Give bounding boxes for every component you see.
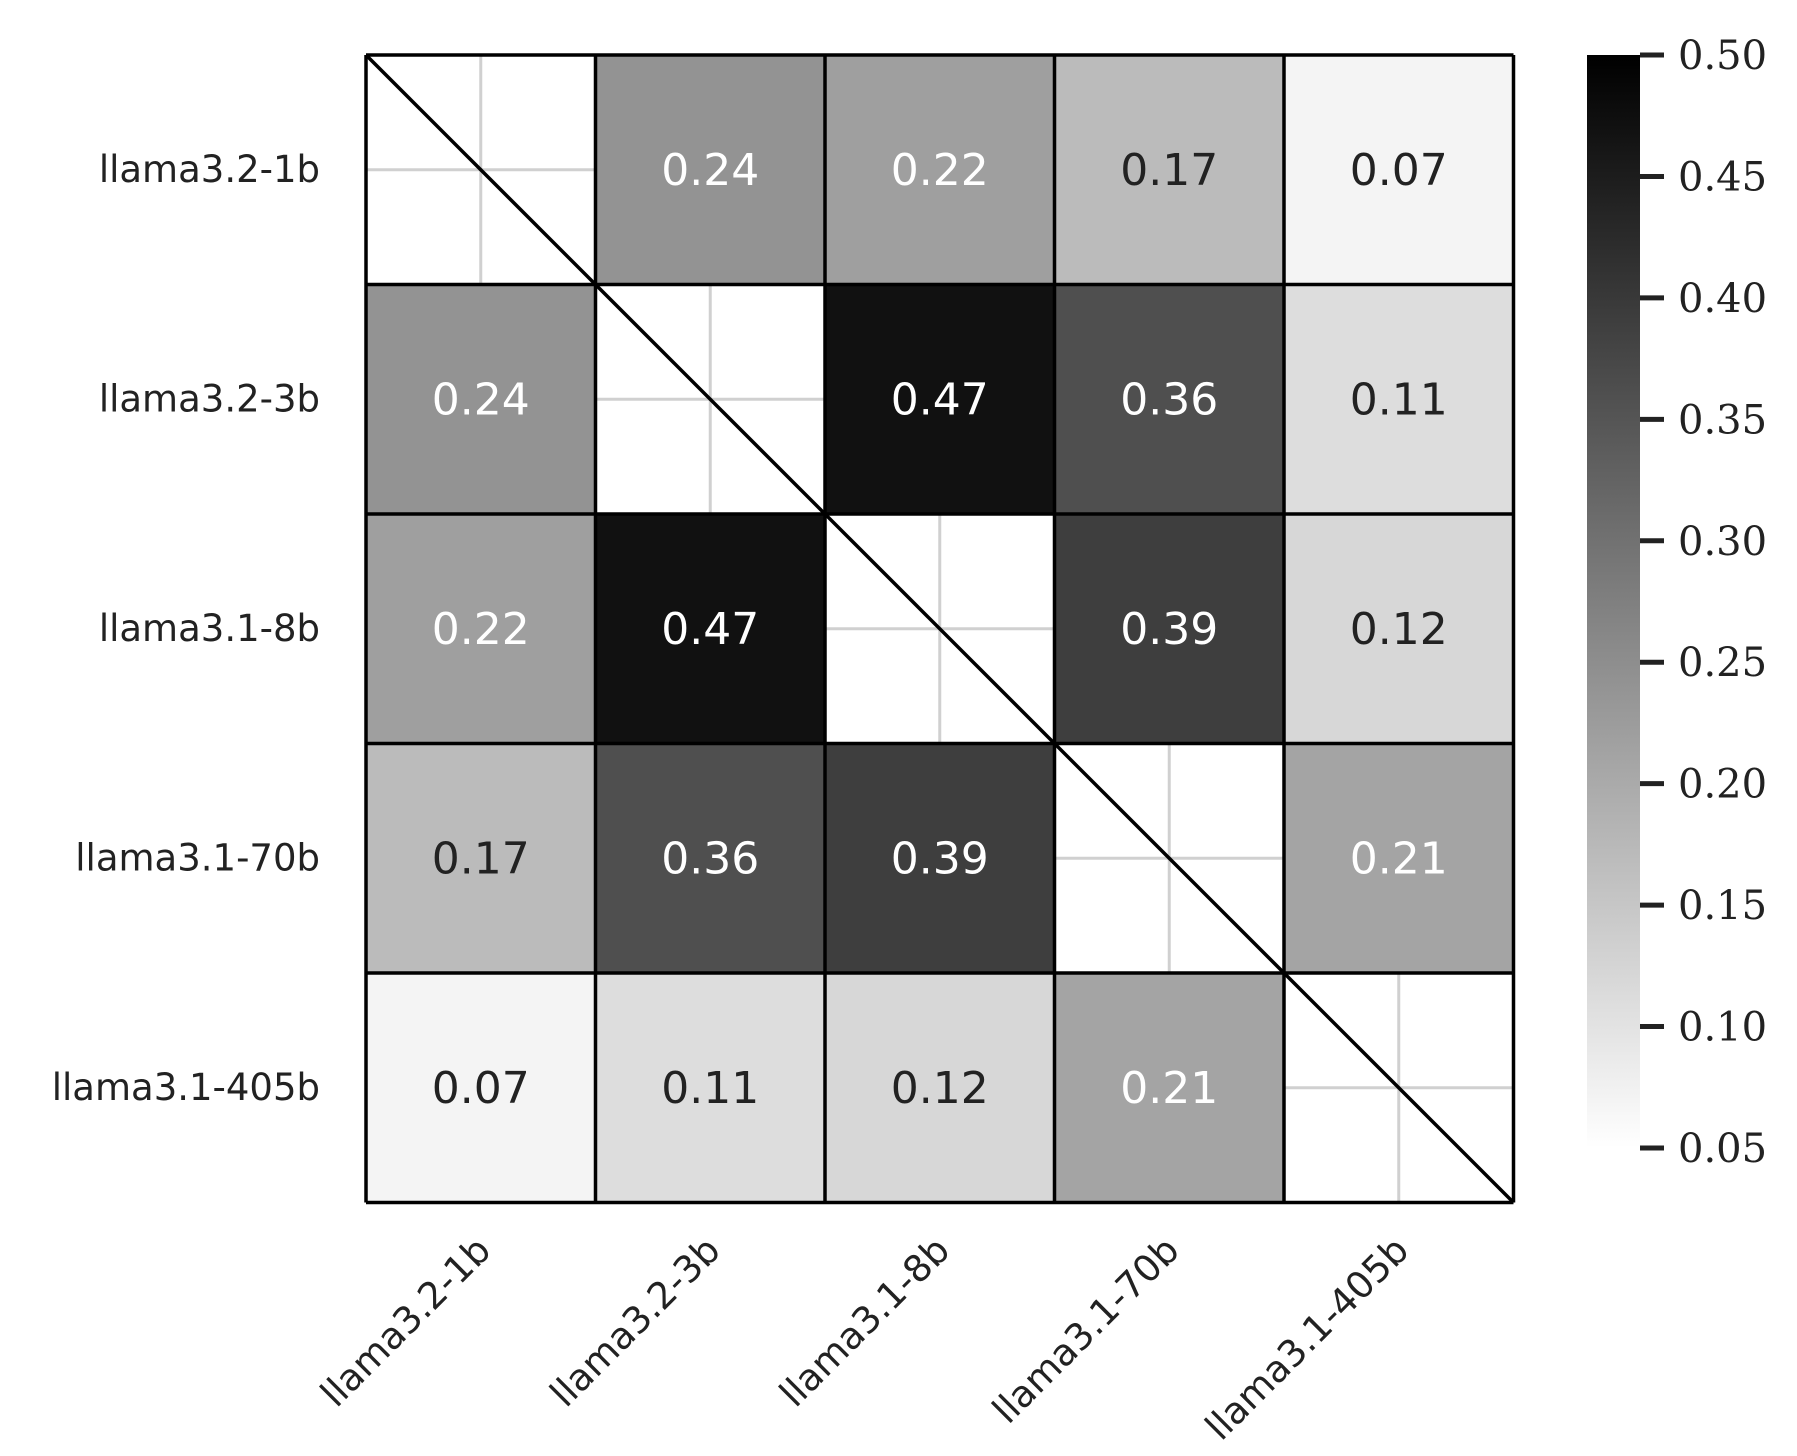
column-label: llama3.1-405b: [1197, 1228, 1417, 1448]
colorbar-tick-label: 0.05: [1678, 1126, 1767, 1172]
row-label: llama3.2-3b: [99, 377, 320, 420]
cell-value-label: 0.47: [891, 374, 989, 425]
colorbar-tick-label: 0.45: [1678, 154, 1767, 200]
heatmap-cell: [366, 973, 596, 1203]
heatmap-cell: [595, 55, 825, 285]
cell-value-label: 0.36: [661, 833, 759, 884]
heatmap-cell: [1054, 514, 1284, 744]
cell-value-label: 0.07: [432, 1063, 530, 1114]
colorbar-tick-label: 0.10: [1678, 1005, 1767, 1051]
heatmap-cell: [1284, 514, 1514, 744]
cell-value-label: 0.22: [432, 604, 530, 655]
heatmap-cell: [1054, 284, 1284, 514]
row-label: llama3.1-405b: [52, 1066, 320, 1109]
cell-value-label: 0.21: [1120, 1063, 1218, 1114]
row-label: llama3.1-70b: [75, 836, 320, 879]
column-label: llama3.2-3b: [542, 1228, 729, 1415]
cell-value-label: 0.36: [1120, 374, 1218, 425]
column-label: llama3.1-8b: [771, 1228, 958, 1415]
heatmap-cell: [366, 514, 596, 744]
cell-value-label: 0.47: [661, 604, 759, 655]
heatmap-cell: [825, 973, 1055, 1203]
cell-value-label: 0.39: [891, 833, 989, 884]
heatmap-cell: [366, 743, 596, 973]
heatmap-cells: 0.24 0.22 0.17 0.07 0.24 0.47 0.36 0.11 0.22 0.47…: [364, 53, 1516, 1205]
heatmap-cell: [595, 514, 825, 744]
column-label: llama3.2-1b: [312, 1228, 499, 1415]
heatmap-cell: [1284, 55, 1514, 285]
colorbar-tick-label: 0.30: [1678, 519, 1767, 565]
cell-value-label: 0.11: [1350, 374, 1448, 425]
heatmap-cell: [825, 284, 1055, 514]
heatmap-cell: [366, 284, 596, 514]
colorbar-tick-label: 0.15: [1678, 883, 1767, 929]
heatmap-cell: [595, 743, 825, 973]
heatmap-cell: [1054, 973, 1284, 1203]
diagonal-line: [364, 53, 1515, 1204]
heatmap-cell: [595, 973, 825, 1203]
colorbar-tick-label: 0.50: [1678, 33, 1767, 79]
cell-value-label: 0.07: [1350, 145, 1448, 196]
row-label: llama3.2-1b: [99, 148, 320, 191]
cell-value-label: 0.12: [1350, 604, 1448, 655]
cell-value-label: 0.17: [1120, 145, 1218, 196]
heatmap-cell: [1284, 743, 1514, 973]
heatmap-cell: [1054, 55, 1284, 285]
colorbar-tick-label: 0.20: [1678, 762, 1767, 808]
cell-value-label: 0.11: [661, 1063, 759, 1114]
cell-value-label: 0.24: [432, 374, 530, 425]
colorbar-tick-label: 0.40: [1678, 276, 1767, 322]
colorbar: 0.05 0.10 0.15 0.20 0.25 0.30 0.35 0.40 0.45 0.50: [1587, 33, 1767, 1172]
colorbar-gradient: [1587, 55, 1640, 1148]
cell-value-label: 0.12: [891, 1063, 989, 1114]
heatmap-cell: [825, 743, 1055, 973]
row-label: llama3.1-8b: [99, 607, 320, 650]
colorbar-tick-label: 0.35: [1678, 397, 1767, 443]
column-label: llama3.1-70b: [984, 1228, 1187, 1431]
colorbar-tick-label: 0.25: [1678, 640, 1767, 686]
cell-value-label: 0.22: [891, 145, 989, 196]
heatmap-cell: [1284, 284, 1514, 514]
cell-value-label: 0.24: [661, 145, 759, 196]
cell-value-label: 0.21: [1350, 833, 1448, 884]
cell-value-label: 0.17: [432, 833, 530, 884]
heatmap-cell: [825, 55, 1055, 285]
cell-value-label: 0.39: [1120, 604, 1218, 655]
